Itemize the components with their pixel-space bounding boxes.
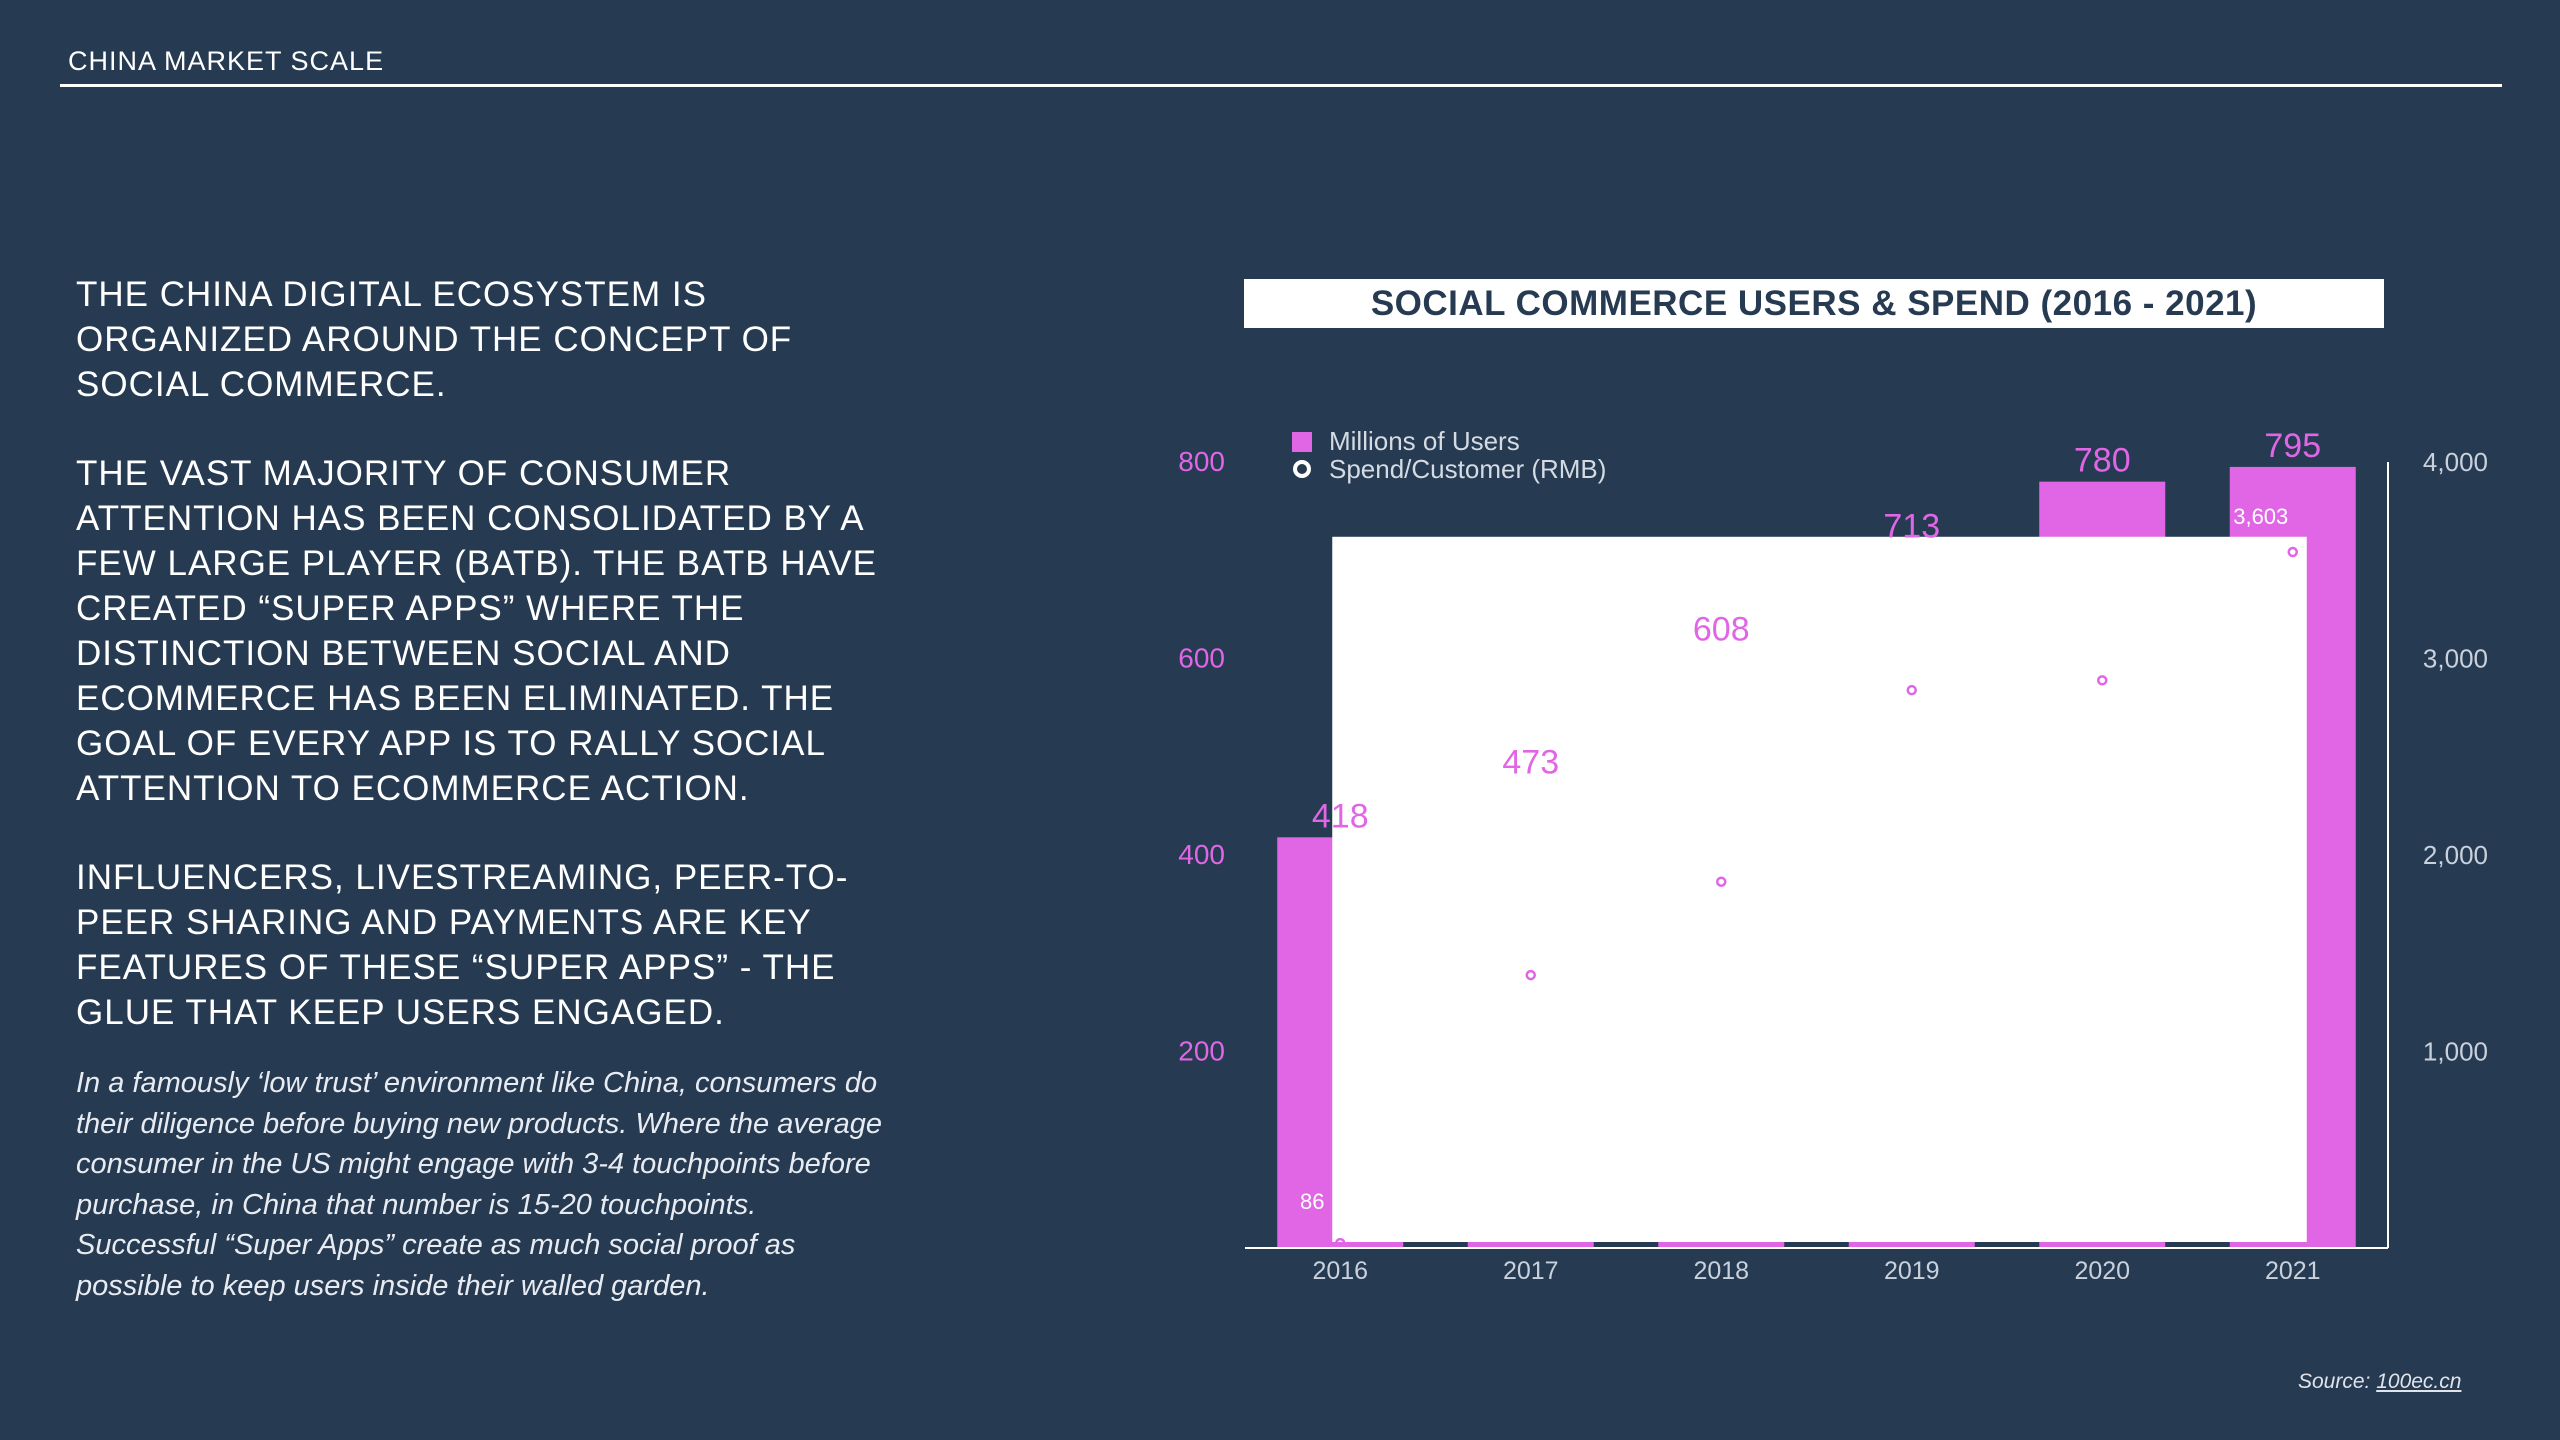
legend-label-users: Millions of Users <box>1329 426 1520 456</box>
bar-label-2021: 795 <box>2264 427 2321 465</box>
legend-swatch-users <box>1292 432 1312 452</box>
left-axis-tick-800: 800 <box>1178 446 1225 477</box>
x-tick-2017: 2017 <box>1503 1257 1559 1285</box>
x-tick-2016: 2016 <box>1312 1257 1368 1285</box>
x-tick-2021: 2021 <box>2265 1257 2321 1285</box>
x-tick-2019: 2019 <box>1884 1257 1940 1285</box>
right-axis-tick-4,000: 4,000 <box>2423 447 2488 477</box>
right-axis-tick-3,000: 3,000 <box>2423 644 2488 674</box>
paragraph-low-trust: In a famously ‘low trust’ environment li… <box>76 1067 883 1302</box>
spend-point-2020 <box>2097 675 2108 686</box>
left-axis-tick-400: 400 <box>1178 839 1225 870</box>
right-axis-tick-2,000: 2,000 <box>2423 840 2488 870</box>
spend-point-2021 <box>2287 546 2298 558</box>
paragraph-ecosystem: THE CHINA DIGITAL ECOSYSTEM IS ORGANIZED… <box>76 275 793 404</box>
left-axis-tick-600: 600 <box>1178 643 1225 674</box>
legend-label-spend: Spend/Customer (RMB) <box>1329 454 1606 484</box>
page-title: CHINA MARKET SCALE <box>68 46 385 76</box>
legend-swatch-spend <box>1293 460 1311 478</box>
header-divider <box>60 84 2502 87</box>
spend-label-2016: 86 <box>1300 1189 1324 1214</box>
paragraph-super-apps: INFLUENCERS, LIVESTREAMING, PEER-TO-PEER… <box>76 858 849 1032</box>
bar-label-2020: 780 <box>2074 442 2131 480</box>
source-link[interactable]: 100ec.cn <box>2376 1370 2462 1393</box>
left-axis-tick-200: 200 <box>1178 1036 1225 1067</box>
chart-title: SOCIAL COMMERCE USERS & SPEND (2016 - 20… <box>1244 279 2384 328</box>
spend-point-2018 <box>1716 876 1727 887</box>
x-tick-2018: 2018 <box>1693 1257 1749 1285</box>
source-prefix: Source: <box>2298 1370 2377 1393</box>
right-axis-tick-1,000: 1,000 <box>2423 1037 2488 1067</box>
bar-label-2017: 473 <box>1502 743 1559 781</box>
plot-overlay-area <box>1332 536 2307 1242</box>
bar-label-2019: 713 <box>1883 507 1940 545</box>
spend-point-2017 <box>1525 969 1536 981</box>
spend-label-2021: 3,603 <box>2233 504 2288 529</box>
bar-label-2016: 418 <box>1312 797 1369 835</box>
source-note: Source: 100ec.cn <box>2298 1370 2461 1394</box>
text-column: THE CHINA DIGITAL ECOSYSTEM IS ORGANIZED… <box>76 272 896 1306</box>
spend-point-2019 <box>1906 684 1917 696</box>
paragraph-batb: THE VAST MAJORITY OF CONSUMER ATTENTION … <box>76 454 878 808</box>
x-tick-2020: 2020 <box>2074 1257 2130 1285</box>
bar-label-2018: 608 <box>1693 611 1750 649</box>
